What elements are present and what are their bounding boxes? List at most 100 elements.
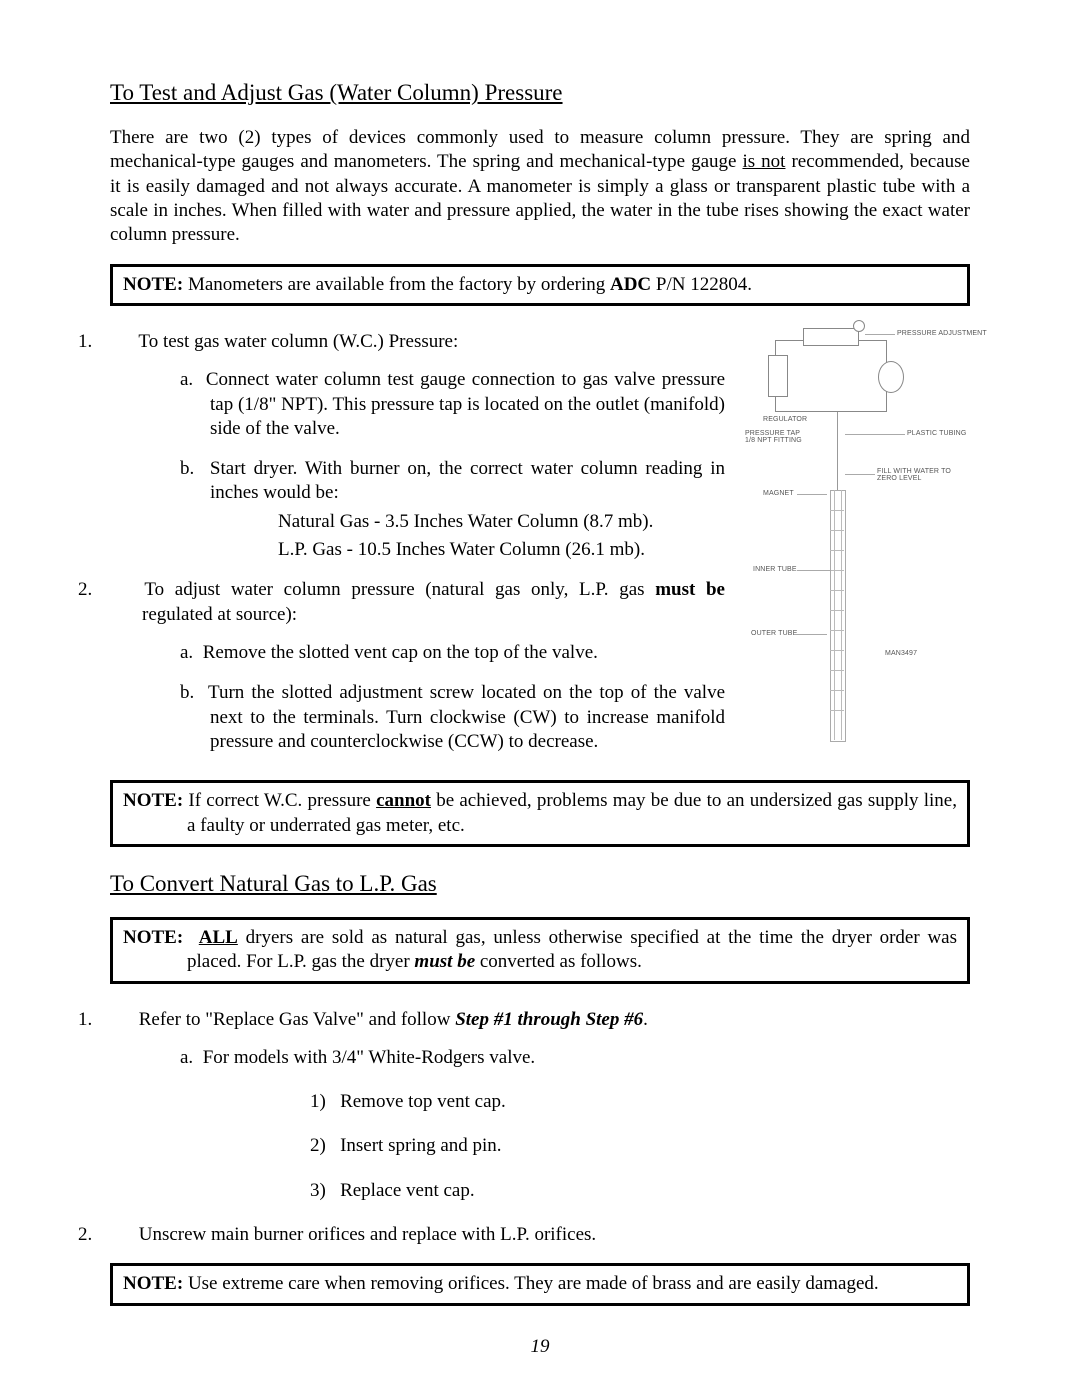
list-item: 1) Remove top vent cap. bbox=[310, 1090, 970, 1114]
tick bbox=[830, 590, 844, 591]
sub-list: a. For models with 3/4" White-Rodgers va… bbox=[142, 1046, 970, 1203]
item-1b-nat: Natural Gas - 3.5 Inches Water Column (8… bbox=[210, 510, 725, 534]
label-plastic-tubing: PLASTIC TUBING bbox=[907, 430, 966, 437]
paren-2-text: Insert spring and pin. bbox=[340, 1135, 501, 1156]
alpha-marker: b. bbox=[180, 458, 194, 479]
list-item: 3) Replace vent cap. bbox=[310, 1179, 970, 1203]
item-2-mustbe: must be bbox=[655, 579, 725, 600]
tick bbox=[830, 690, 844, 691]
tick bbox=[830, 610, 844, 611]
label-regulator: REGULATOR bbox=[763, 416, 807, 423]
list-item: b. Turn the slotted adjustment screw loc… bbox=[180, 681, 725, 754]
list-item: a. Remove the slotted vent cap on the to… bbox=[180, 641, 725, 665]
intro-paragraph: There are two (2) types of devices commo… bbox=[110, 126, 970, 248]
paren-marker: 3) bbox=[310, 1180, 326, 1201]
page-number: 19 bbox=[110, 1336, 970, 1358]
item-1a-text: Connect water column test gauge connecti… bbox=[206, 369, 725, 439]
procedure-list-1: 1. To test gas water column (W.C.) Press… bbox=[110, 330, 725, 754]
sub-list: a. Remove the slotted vent cap on the to… bbox=[142, 641, 725, 754]
item-1b-lead: Start dryer. With burner on, the correct… bbox=[210, 458, 725, 503]
s2-item1-steps: Step #1 through Step #6 bbox=[455, 1009, 643, 1030]
paren-list: 1) Remove top vent cap. 2) Insert spring… bbox=[210, 1090, 970, 1203]
list-item: a. Connect water column test gauge conne… bbox=[180, 368, 725, 441]
note-1-label: NOTE: bbox=[123, 274, 183, 295]
note-2-text-a: If correct W.C. pressure bbox=[183, 790, 376, 811]
label-inner-tube: INNER TUBE bbox=[753, 566, 797, 573]
list-item: 2) Insert spring and pin. bbox=[310, 1134, 970, 1158]
num-marker: 2. bbox=[110, 1223, 134, 1247]
manometer-diagram: PRESSURE ADJUSTMENT REGULATOR PRESSURE T… bbox=[745, 330, 970, 750]
list-item: 1. To test gas water column (W.C.) Press… bbox=[110, 330, 725, 563]
leader-line bbox=[845, 434, 905, 435]
tube-inner-shape bbox=[834, 490, 842, 740]
label-magnet: MAGNET bbox=[763, 490, 794, 497]
note-2-label: NOTE: bbox=[123, 790, 183, 811]
list-item: 2. Unscrew main burner orifices and repl… bbox=[110, 1223, 970, 1247]
alpha-marker: b. bbox=[180, 682, 194, 703]
item-2-text-b: regulated at source): bbox=[142, 604, 297, 625]
paren-1-text: Remove top vent cap. bbox=[340, 1091, 506, 1112]
list-item: a. For models with 3/4" White-Rodgers va… bbox=[180, 1046, 970, 1203]
tick bbox=[830, 650, 844, 651]
left-column: 1. To test gas water column (W.C.) Press… bbox=[110, 330, 725, 770]
valve-top-shape bbox=[803, 328, 859, 346]
leader-line bbox=[797, 634, 827, 635]
item-1-text: To test gas water column (W.C.) Pressure… bbox=[138, 331, 458, 352]
note-box-4: NOTE: Use extreme care when removing ori… bbox=[110, 1263, 970, 1305]
note-3-all: ALL bbox=[199, 927, 238, 948]
alpha-marker: a. bbox=[180, 1047, 193, 1068]
intro-isnot: is not bbox=[743, 151, 786, 172]
section-1-heading: To Test and Adjust Gas (Water Column) Pr… bbox=[110, 80, 970, 106]
note-3-mustbe: must be bbox=[414, 951, 475, 972]
s2-item2-text: Unscrew main burner orifices and replace… bbox=[139, 1224, 596, 1245]
tick bbox=[830, 530, 844, 531]
note-box-2: NOTE: If correct W.C. pressure cannot be… bbox=[110, 780, 970, 847]
valve-knob-shape bbox=[853, 320, 865, 332]
note-box-1: NOTE: Manometers are available from the … bbox=[110, 264, 970, 306]
note-1-text-a: Manometers are available from the factor… bbox=[183, 274, 610, 295]
tick bbox=[830, 570, 844, 571]
item-2a-text: Remove the slotted vent cap on the top o… bbox=[203, 642, 598, 663]
note-4-text: Use extreme care when removing orifices.… bbox=[183, 1273, 879, 1294]
item-2-text-a: To adjust water column pressure (natural… bbox=[144, 579, 655, 600]
paren-3-text: Replace vent cap. bbox=[340, 1180, 475, 1201]
tick bbox=[830, 710, 844, 711]
note-1-text-b: P/N 122804. bbox=[651, 274, 752, 295]
leader-line bbox=[797, 494, 827, 495]
note-3-label: NOTE: bbox=[123, 927, 183, 948]
list-item: 2. To adjust water column pressure (natu… bbox=[110, 578, 725, 754]
note-3-text-b: converted as follows. bbox=[475, 951, 642, 972]
num-marker: 1. bbox=[110, 1008, 134, 1032]
page: To Test and Adjust Gas (Water Column) Pr… bbox=[0, 0, 1080, 1398]
two-column-region: 1. To test gas water column (W.C.) Press… bbox=[110, 330, 970, 770]
label-pressure-tap: PRESSURE TAP 1/8 NPT FITTING bbox=[745, 430, 805, 444]
tick bbox=[830, 630, 844, 631]
procedure-list-2: 1. Refer to "Replace Gas Valve" and foll… bbox=[110, 1008, 970, 1248]
note-1-adc: ADC bbox=[610, 274, 651, 295]
label-outer-tube: OUTER TUBE bbox=[751, 630, 797, 637]
item-1b-lp: L.P. Gas - 10.5 Inches Water Column (26.… bbox=[210, 538, 725, 562]
leader-line bbox=[865, 334, 895, 335]
label-code: MAN3497 bbox=[885, 650, 917, 657]
tick bbox=[830, 510, 844, 511]
leader-line bbox=[797, 570, 831, 571]
item-2b-text: Turn the slotted adjustment screw locate… bbox=[208, 682, 725, 752]
note-box-3: NOTE: ALL dryers are sold as natural gas… bbox=[110, 917, 970, 984]
num-marker: 2. bbox=[110, 578, 134, 602]
tick bbox=[830, 670, 844, 671]
s2-item1-a: Refer to "Replace Gas Valve" and follow bbox=[139, 1009, 455, 1030]
list-item: 1. Refer to "Replace Gas Valve" and foll… bbox=[110, 1008, 970, 1204]
s2-item1a-text: For models with 3/4" White-Rodgers valve… bbox=[203, 1047, 535, 1068]
alpha-marker: a. bbox=[180, 642, 193, 663]
note-4-label: NOTE: bbox=[123, 1273, 183, 1294]
s2-item1-b: . bbox=[643, 1009, 648, 1030]
tick bbox=[830, 550, 844, 551]
right-column: PRESSURE ADJUSTMENT REGULATOR PRESSURE T… bbox=[745, 330, 970, 750]
label-fill-water: FILL WITH WATER TO ZERO LEVEL bbox=[877, 468, 972, 482]
valve-body-shape bbox=[775, 340, 887, 412]
note-2-cannot: cannot bbox=[376, 790, 431, 811]
num-marker: 1. bbox=[110, 330, 134, 354]
leader-line bbox=[845, 474, 875, 475]
paren-marker: 1) bbox=[310, 1091, 326, 1112]
list-item: b. Start dryer. With burner on, the corr… bbox=[180, 457, 725, 562]
